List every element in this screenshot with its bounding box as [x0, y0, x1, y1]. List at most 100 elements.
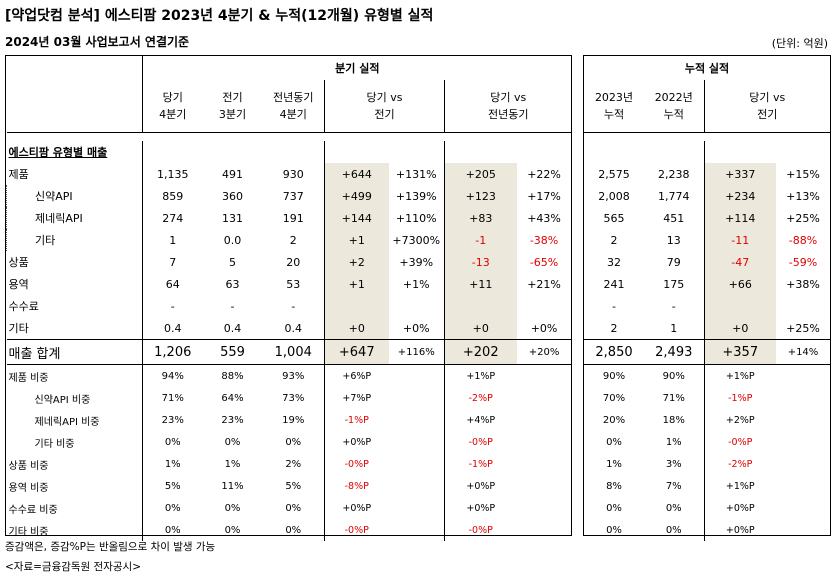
table-cell: 0.4: [284, 321, 303, 335]
change-value: -13: [444, 251, 517, 273]
change-value: +647: [324, 339, 389, 365]
table-row: 기타 0.4 0.4 0.4 +0 +0% +0 +0%: [7, 317, 572, 340]
column-header: 2023년 누적: [584, 80, 644, 133]
change-value: -1%P: [324, 409, 389, 431]
table-row: 용역 64 63 53 +1 +1% +11 +21%: [7, 273, 572, 295]
table-cell: [644, 141, 704, 163]
group-header-row: 누적 실적: [584, 56, 830, 80]
change-value: +66: [703, 273, 776, 295]
table-row: 241 175 +66 +38%: [584, 273, 830, 295]
table-cell: -: [142, 295, 203, 317]
change-value: +0: [324, 317, 389, 340]
table-cell: [517, 497, 572, 519]
change-value: -0%P: [324, 453, 389, 475]
change-value: -2%P: [703, 453, 776, 475]
change-value: -1: [444, 229, 517, 251]
table-cell: [517, 453, 572, 475]
change-percent: +1%: [402, 277, 430, 291]
row-label: 상품 비중: [8, 460, 49, 472]
change-percent: +14%: [776, 339, 830, 365]
table-row: --: [584, 295, 830, 317]
column-header: 당기 vs 전년동기: [443, 80, 572, 133]
table-cell: 32: [607, 255, 621, 269]
table-cell: 241: [603, 277, 625, 291]
table-cell: 175: [663, 277, 685, 291]
table-cell: 859: [142, 185, 203, 207]
change-value: +0: [444, 317, 517, 340]
table-cell: 737: [282, 189, 304, 203]
change-percent: +38%: [786, 277, 820, 291]
change-percent: +39%: [399, 255, 434, 269]
ratio-row: 기타 비중 0% 0% 0% -0%P -0%P: [7, 519, 572, 541]
table-cell: 8%: [606, 480, 622, 492]
table-cell: 565: [603, 211, 625, 225]
table-cell: [776, 497, 830, 519]
change-percent: +110%: [395, 211, 437, 225]
table-cell: 2,575: [598, 167, 630, 181]
table-cell: 2,493: [644, 339, 704, 365]
table-cell: 13: [666, 233, 681, 247]
change-percent: -88%: [788, 233, 818, 247]
table-cell: 1: [670, 321, 678, 335]
section-label: 에스티팜 유형별 매출: [8, 146, 108, 159]
table-row: 제네릭API 274 131 191 +144 +110% +83 +43%: [6, 207, 572, 229]
change-value: +6%P: [324, 364, 389, 387]
table-row: 565 451 +114 +25%: [584, 207, 830, 229]
table-cell: 360: [222, 189, 243, 203]
ratio-row: 신약API 비중 71% 64% 73% +7%P -2%P: [7, 387, 572, 409]
total-row: 2,850 2,493 +357 +14%: [584, 339, 830, 365]
row-label: 기타 비중: [34, 438, 75, 450]
table-cell: [389, 387, 445, 409]
table-cell: 18%: [662, 414, 685, 426]
row-label: 제품: [8, 168, 29, 181]
column-header: 2022년 누적: [644, 80, 704, 133]
table-cell: -: [671, 299, 676, 313]
page-title: [약업닷컴 분석] 에스티팜 2023년 4분기 & 누적(12개월) 유형별 …: [5, 8, 434, 24]
column-header: 당기 vs 전기: [703, 80, 830, 133]
table-cell: 0.0: [223, 233, 242, 247]
table-row: 기타 1 0.0 2 +1 +7300% -1 -38%: [6, 229, 572, 251]
table-cell: 2: [610, 321, 618, 335]
table-cell: 1%: [224, 458, 241, 470]
change-value: +1%P: [444, 364, 517, 387]
table-cell: 0%: [665, 502, 682, 514]
table-cell: 191: [282, 211, 304, 225]
table-cell: 20: [286, 255, 301, 269]
change-percent: +0%: [402, 321, 430, 335]
table-cell: 88%: [221, 370, 244, 382]
ratio-row: 수수료 비중 0% 0% 0% +0%P +0%P: [7, 497, 572, 519]
change-percent: +25%: [786, 321, 820, 335]
change-percent: +116%: [388, 339, 445, 365]
change-percent: +0%: [530, 321, 558, 335]
corner-cell: [7, 56, 143, 80]
table-cell: 5%: [142, 475, 203, 497]
change-value: +205: [444, 163, 517, 185]
table-cell: [389, 497, 445, 519]
table-cell: 93%: [282, 370, 305, 382]
table-cell: [517, 519, 572, 541]
table-row: 2 13 -11 -88%: [584, 229, 830, 251]
change-value: -2%P: [444, 387, 517, 409]
table-cell: 1,135: [142, 163, 203, 185]
table-cell: [517, 387, 572, 409]
change-percent: -59%: [788, 255, 818, 269]
table-cell: 0%: [224, 524, 241, 536]
table-cell: 1%: [665, 436, 682, 448]
table-cell: 1%: [606, 458, 622, 470]
table-cell: [389, 475, 445, 497]
change-value: +1%P: [703, 475, 776, 497]
change-percent: +43%: [527, 211, 561, 225]
table-cell: 1,774: [658, 189, 690, 203]
table-cell: 20%: [602, 414, 626, 426]
table-cell: 23%: [221, 414, 244, 426]
table-cell: 64: [142, 273, 203, 295]
table-cell: 63: [225, 277, 240, 291]
table-cell: 451: [663, 211, 685, 225]
table-cell: 0%: [142, 519, 203, 541]
change-value: +114: [703, 207, 776, 229]
change-percent: [389, 295, 445, 317]
ratio-row: 제품 비중 94% 88% 93% +6%P +1%P: [7, 364, 572, 387]
table-cell: [142, 141, 203, 163]
row-label: 용역 비중: [8, 482, 49, 494]
table-cell: 19%: [282, 414, 305, 426]
